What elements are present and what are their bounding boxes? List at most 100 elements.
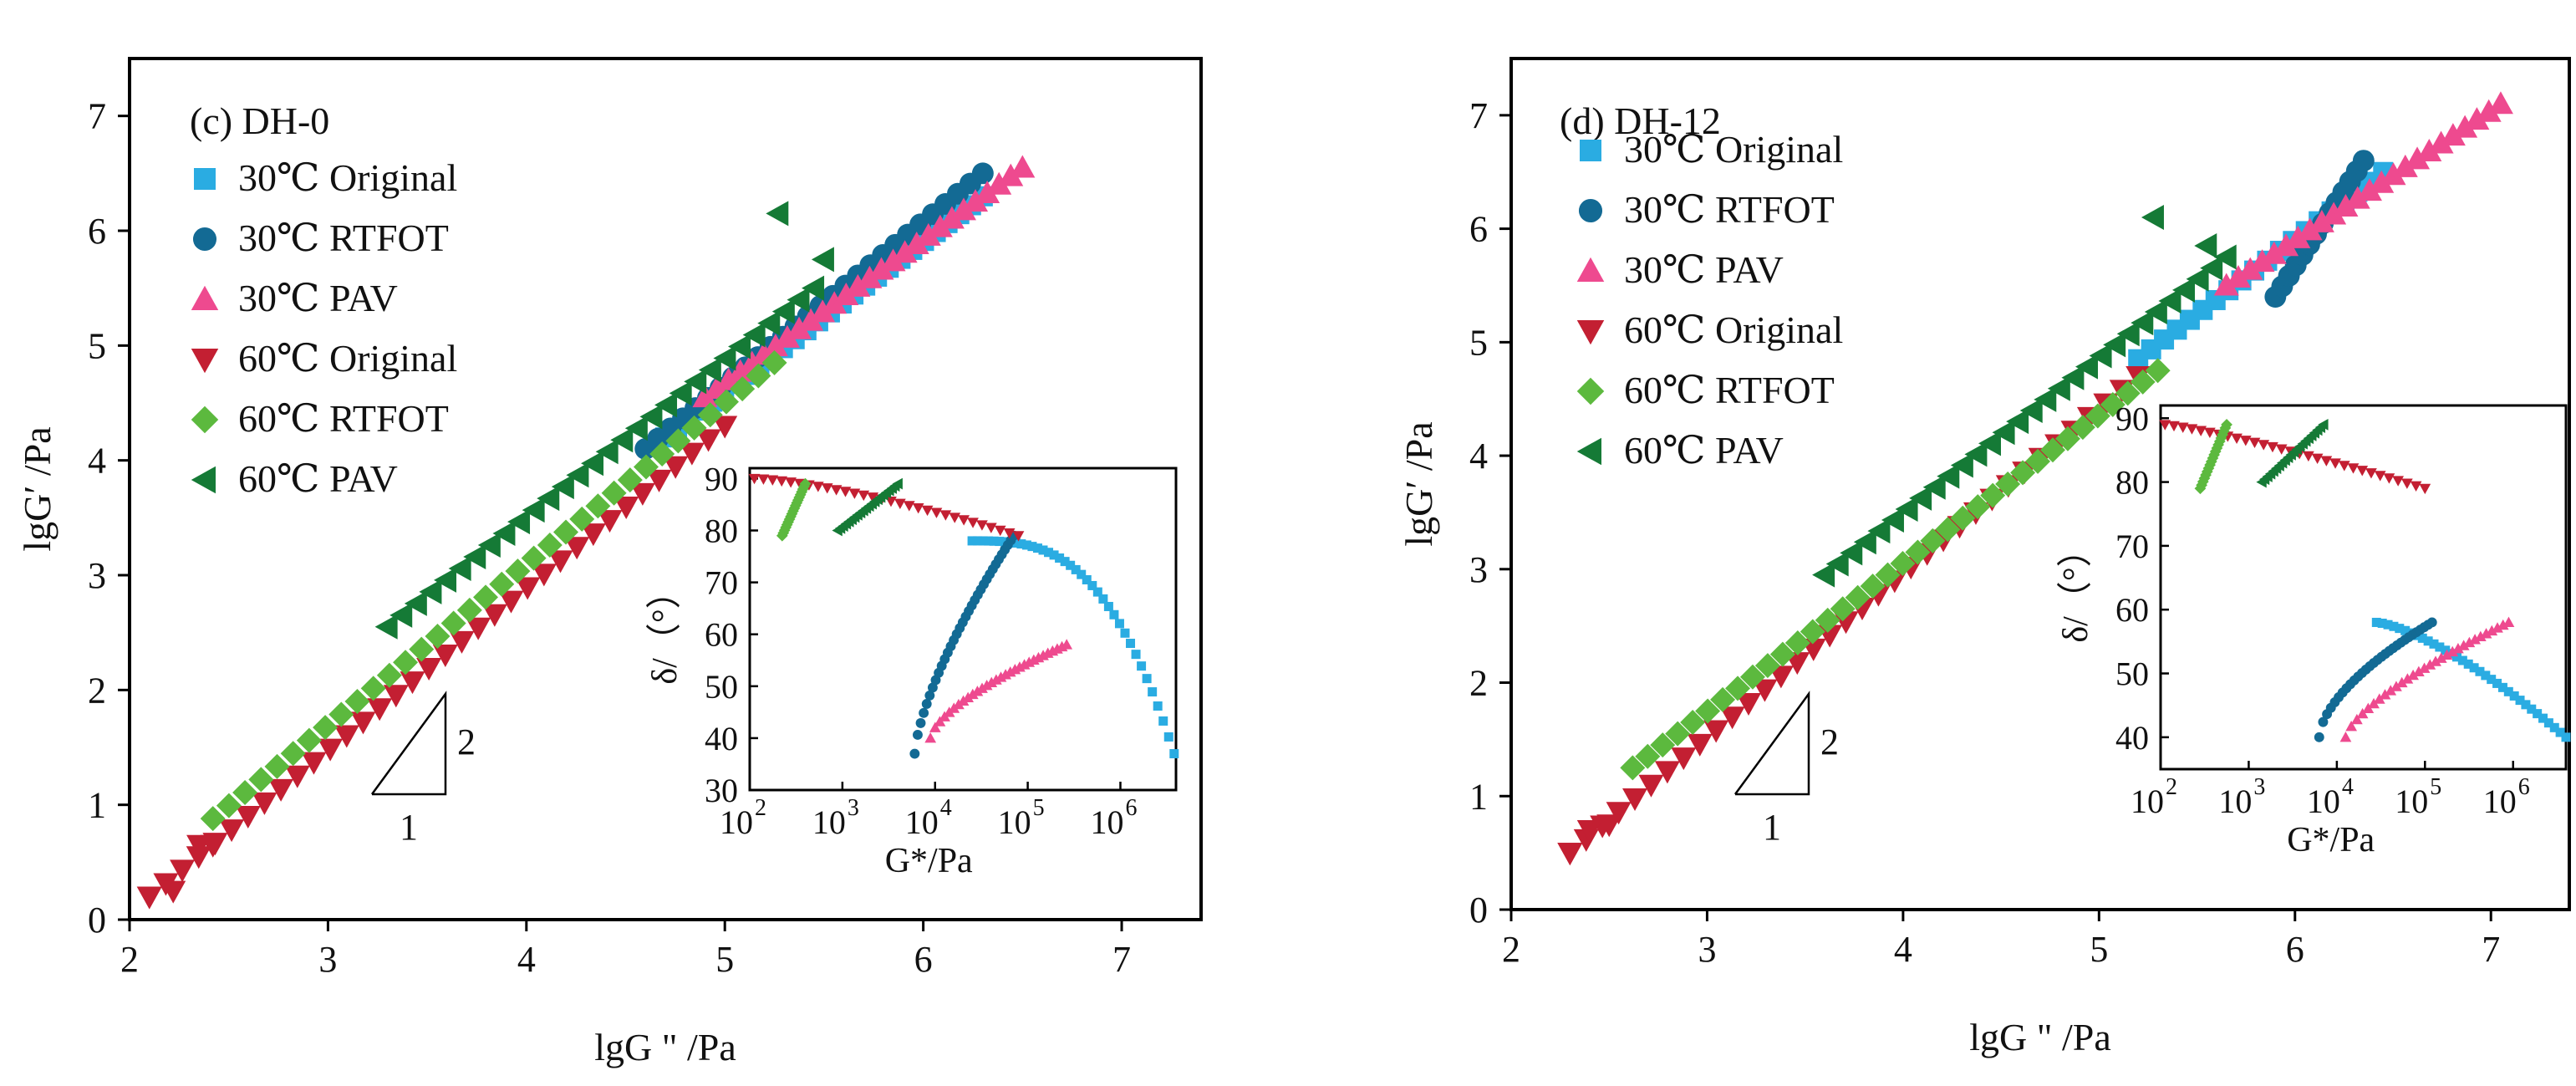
data-point [2416, 138, 2442, 161]
data-point [679, 442, 705, 466]
data-point [695, 429, 721, 452]
inset-data-point [1131, 650, 1141, 660]
inset-x-tick-label: 10 5 [2395, 774, 2441, 820]
inset-series-30c-pav [924, 639, 1073, 743]
inset-data-point [1082, 574, 1092, 584]
inset-data-point [2347, 463, 2360, 474]
inset-data-point [962, 691, 975, 703]
inset-y-tick-label: 50 [705, 668, 738, 706]
data-point [200, 806, 226, 832]
data-point [252, 792, 277, 815]
inset-data-point [748, 473, 761, 485]
inset-data-point [924, 732, 937, 743]
legend-marker [194, 168, 216, 190]
inset-data-point [2426, 617, 2437, 628]
data-point [2089, 343, 2112, 369]
data-point [1739, 664, 1765, 690]
inset-data-point [2457, 640, 2470, 650]
inset-y-tick-label: 80 [2115, 464, 2149, 502]
inset-data-point [976, 682, 988, 693]
data-point [1890, 551, 1916, 577]
data-point [1665, 721, 1691, 747]
inset-data-point [839, 487, 852, 497]
inset-data-point [1021, 540, 1031, 550]
data-point [1680, 710, 1706, 736]
data-point [383, 685, 409, 708]
inset-data-point [2338, 461, 2350, 472]
inset-data-point [2373, 693, 2385, 704]
data-point [350, 711, 376, 735]
data-point [1853, 529, 1876, 555]
data-point [646, 469, 672, 492]
inset-data-point [2401, 673, 2414, 684]
inset-data-point [939, 510, 952, 521]
inset-x-tick-label: 10 2 [720, 795, 766, 841]
inset-x-tick-label: 10 5 [998, 795, 1045, 841]
inset-data-point [2275, 444, 2288, 455]
legend-marker [191, 349, 219, 374]
inset-data-point [2392, 476, 2405, 487]
data-point [1754, 653, 1780, 679]
inset-data-point [909, 748, 920, 759]
data-point [757, 310, 781, 336]
inset-data-point [2429, 639, 2439, 649]
inset-data-point [1142, 674, 1152, 684]
legend-marker [1576, 377, 1605, 405]
legend-label: 30℃ RTFOT [238, 217, 449, 259]
data-point [595, 439, 619, 465]
inset-y-tick-label: 60 [2115, 591, 2149, 629]
inset-data-point [2350, 713, 2363, 725]
data-point [766, 201, 789, 227]
inset-data-point [2267, 441, 2278, 453]
data-point [986, 171, 1012, 195]
data-point [551, 474, 574, 500]
data-point [811, 247, 834, 273]
inset-data-point [2457, 655, 2467, 665]
inset-data-point [2419, 483, 2431, 495]
inset-data-point [2159, 420, 2171, 431]
y-axis-title: lgG′ /Pa [1397, 421, 1440, 546]
inset-data-point [1049, 550, 1059, 560]
data-point [1784, 630, 1810, 656]
legend: 30℃ Original 30℃ RTFOT 30℃ PAV 60℃ Original… [1576, 128, 1843, 472]
inset-data-point [949, 512, 961, 523]
data-point [761, 349, 787, 375]
data-point [2440, 123, 2466, 146]
inset-x-tick-exponent: 3 [2253, 774, 2265, 800]
data-point [248, 767, 274, 793]
data-point [2040, 437, 2066, 463]
inset-y-tick-label: 90 [2115, 400, 2149, 437]
data-point [2141, 205, 2164, 231]
inset-data-point [967, 518, 979, 528]
inset-data-point [1163, 732, 1173, 742]
inset-series-60c-pav [832, 477, 903, 537]
inset-data-point [2339, 731, 2352, 742]
data-point [449, 630, 475, 654]
data-point [698, 357, 721, 383]
data-point [1596, 814, 1622, 838]
x-axis-title: lgG " /Pa [1969, 1016, 2111, 1058]
inset-data-point [2418, 662, 2431, 673]
inset-data-point [2492, 678, 2502, 688]
data-point [1922, 474, 1946, 500]
inset-data-point [2441, 645, 2451, 655]
data-point [2025, 448, 2051, 474]
data-point [639, 404, 663, 430]
inset-data-point [2503, 686, 2513, 696]
inset-data-point [2469, 634, 2481, 645]
data-point [634, 454, 659, 480]
data-point [1620, 755, 1646, 781]
data-point [2297, 217, 2323, 241]
inset-data-point [1003, 528, 1016, 539]
inset-data-point [2487, 675, 2497, 685]
data-point [1695, 698, 1721, 724]
legend: 30℃ Original 30℃ RTFOT 30℃ PAV 60℃ Original… [191, 156, 457, 500]
inset-data-point [757, 474, 770, 485]
data-point [1815, 607, 1840, 633]
data-point [170, 859, 196, 883]
inset-x-tick-exponent: 4 [2342, 774, 2354, 800]
data-point [1703, 720, 1729, 743]
data-point [344, 688, 370, 714]
